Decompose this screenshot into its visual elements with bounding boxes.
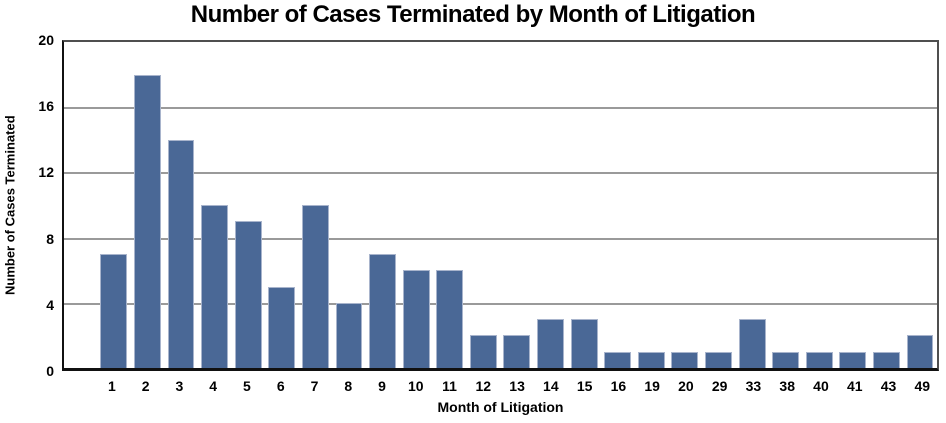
bar-slot <box>702 42 736 368</box>
bar-slot <box>534 42 568 368</box>
bar-slot <box>467 42 501 368</box>
x-tick-label: 9 <box>378 378 386 394</box>
bar <box>772 351 800 368</box>
bar <box>469 335 497 368</box>
x-tick-label: 43 <box>880 378 897 394</box>
bar-slot <box>567 42 601 368</box>
bar <box>201 205 229 368</box>
y-tick-label: 0 <box>46 363 54 379</box>
bar-slot <box>231 42 265 368</box>
bar <box>369 253 396 368</box>
bar <box>167 139 195 368</box>
y-tick-label: 16 <box>38 98 54 115</box>
bar <box>604 351 632 368</box>
bar-slot <box>903 42 937 368</box>
bar-slot <box>500 42 534 368</box>
bar <box>335 302 363 368</box>
bar-slot <box>131 42 165 368</box>
bar <box>268 286 296 368</box>
x-tick-label: 14 <box>543 378 559 394</box>
bar-slot <box>601 42 635 368</box>
x-tick-label: 40 <box>813 378 829 394</box>
bar <box>570 319 598 368</box>
x-tick-label: 19 <box>644 378 660 394</box>
bar-slot <box>97 42 131 368</box>
x-tick-label: 15 <box>576 378 593 394</box>
bar <box>805 351 833 368</box>
plot-area <box>62 40 939 371</box>
y-tick-label: 4 <box>46 296 54 313</box>
bar-slot <box>366 42 400 368</box>
chart-title: Number of Cases Terminated by Month of L… <box>190 1 756 28</box>
bar-slot <box>198 42 232 368</box>
bar <box>503 335 531 368</box>
y-tick-label: 8 <box>46 230 54 247</box>
x-tick-label: 11 <box>442 378 457 394</box>
bar <box>671 351 699 368</box>
x-tick-label: 29 <box>711 378 728 394</box>
y-tick-label: 12 <box>38 164 54 181</box>
x-tick-label: 10 <box>407 378 424 394</box>
bar-slot <box>836 42 870 368</box>
bar-slot <box>668 42 702 368</box>
x-tick-label: 5 <box>243 378 251 394</box>
x-tick-label: 1 <box>107 378 116 394</box>
x-tick-label: 38 <box>779 378 795 394</box>
bar-slot <box>433 42 467 368</box>
bar <box>402 270 430 368</box>
x-axis-ticks: 1 2 3 4 5 6 7 8 9 10 11 12 13 14 15 16 19 20 29 33 38 40 41 43 4… <box>62 378 939 394</box>
x-tick-label: 3 <box>175 378 184 394</box>
bars-container <box>64 42 937 368</box>
x-tick-label: 16 <box>610 378 627 394</box>
x-tick-label: 2 <box>141 378 150 394</box>
bar-slot <box>635 42 669 368</box>
x-tick-label: 41 <box>846 378 863 394</box>
x-axis-title: Month of Litigation <box>437 399 564 415</box>
bar <box>234 221 262 368</box>
y-tick-label: 20 <box>38 32 54 48</box>
bar <box>873 351 900 368</box>
x-tick-label: 20 <box>678 378 694 394</box>
bar <box>301 205 329 368</box>
bar-slot <box>164 42 198 368</box>
bar <box>537 319 564 368</box>
gridline <box>64 107 937 110</box>
bar <box>906 335 934 368</box>
bar-slot <box>769 42 803 368</box>
bar-slot <box>265 42 299 368</box>
bar <box>133 74 161 368</box>
x-tick-label: 4 <box>209 378 218 394</box>
x-tick-label: 6 <box>276 378 285 394</box>
gridline <box>64 302 937 305</box>
bar-slot <box>735 42 769 368</box>
bar-slot <box>332 42 366 368</box>
gridline <box>64 237 937 240</box>
x-tick-label: 33 <box>745 378 762 394</box>
gridline <box>64 172 937 175</box>
bar-slot <box>399 42 433 368</box>
x-tick-label: 8 <box>344 378 353 394</box>
y-axis-ticks: 0 4 8 12 16 20 <box>0 32 54 379</box>
bar <box>738 319 766 368</box>
bar <box>705 351 732 368</box>
bar <box>839 351 867 368</box>
bar <box>436 270 464 368</box>
bar-slot <box>870 42 904 368</box>
bar <box>100 253 128 368</box>
bar-slot <box>299 42 333 368</box>
bar-slot <box>802 42 836 368</box>
x-tick-label: 13 <box>509 378 525 394</box>
x-tick-label: 49 <box>914 378 931 394</box>
x-tick-label: 12 <box>475 378 492 394</box>
x-tick-label: 7 <box>310 378 319 394</box>
bar <box>637 351 665 368</box>
